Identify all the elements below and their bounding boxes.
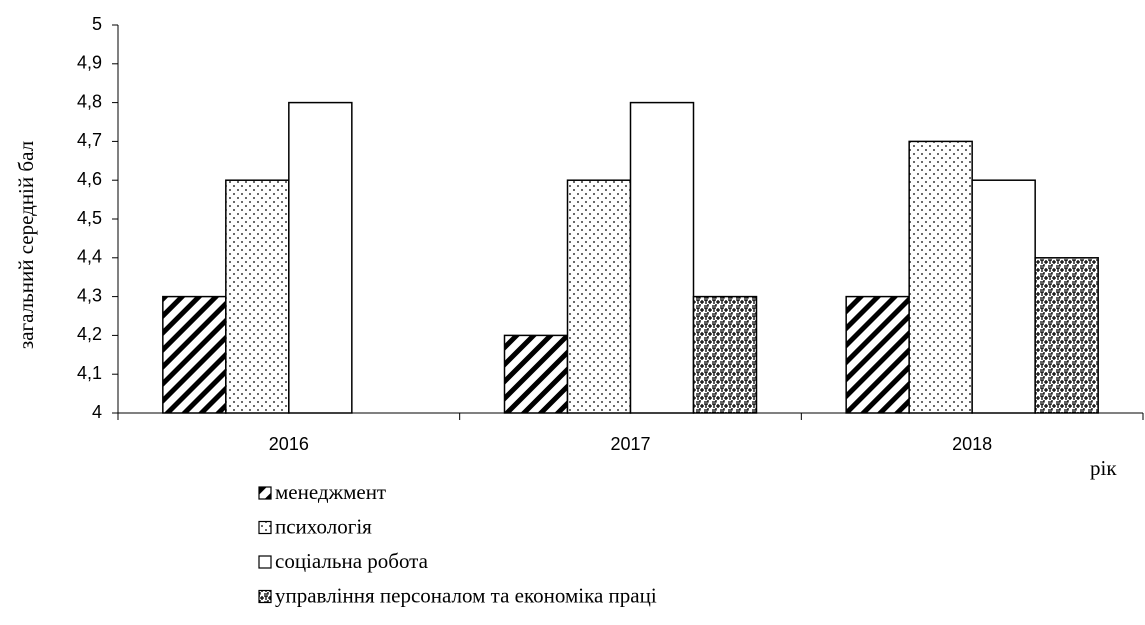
legend-swatch: [258, 555, 272, 569]
bar: [908, 140, 973, 414]
bar: [1034, 257, 1099, 414]
bar: [629, 101, 695, 414]
x-tick-label: 2016: [269, 434, 309, 454]
bar: [288, 101, 353, 414]
y-tick-label: 4,7: [77, 130, 102, 150]
bar: [225, 179, 290, 414]
legend-swatch: [258, 520, 272, 535]
bar: [692, 295, 758, 414]
bar: [503, 334, 569, 414]
y-axis-label: загальний середній бал: [14, 141, 38, 349]
y-tick-label: 4,4: [77, 247, 102, 267]
y-tick-label: 4,8: [77, 91, 102, 111]
legend-swatch: [258, 486, 272, 500]
y-tick-label: 4: [92, 402, 102, 422]
y-tick-label: 4,2: [77, 324, 102, 344]
y-tick-label: 4,6: [77, 169, 102, 189]
legend-label: соціальна робота: [275, 549, 429, 573]
bar: [971, 179, 1036, 414]
x-axis-label: рік: [1090, 456, 1117, 480]
y-tick-label: 4,5: [77, 208, 102, 228]
y-tick-label: 5: [92, 14, 102, 34]
legend-swatch: [258, 589, 272, 604]
y-tick-label: 4,9: [77, 53, 102, 73]
legend-label: менеджмент: [275, 480, 386, 504]
legend-label: психологія: [275, 514, 372, 538]
y-tick-label: 4,1: [77, 363, 102, 383]
x-tick-label: 2018: [952, 434, 992, 454]
y-tick-label: 4,3: [77, 285, 102, 305]
legend-label: управління персоналом та економіка праці: [275, 583, 657, 607]
x-tick-label: 2017: [610, 434, 650, 454]
bar: [162, 295, 227, 414]
bar: [566, 179, 632, 414]
bar: [845, 295, 910, 414]
